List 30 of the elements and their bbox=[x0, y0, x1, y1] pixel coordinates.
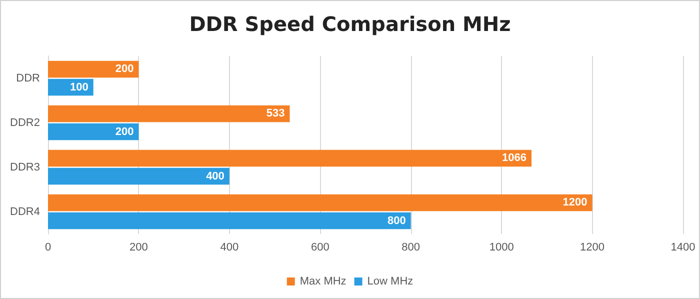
y-tick-label: DDR4 bbox=[10, 206, 40, 218]
y-tick-label: DDR bbox=[16, 72, 40, 84]
data-label: 200 bbox=[115, 63, 134, 76]
x-tick-label: 600 bbox=[310, 242, 330, 254]
x-tick-label: 1400 bbox=[670, 242, 696, 254]
x-tick-label: 200 bbox=[130, 242, 148, 254]
data-label: 533 bbox=[266, 108, 285, 120]
data-label: 1200 bbox=[562, 196, 588, 209]
bar bbox=[48, 60, 139, 78]
data-label: 800 bbox=[388, 214, 406, 227]
x-tick-label: 1200 bbox=[580, 242, 605, 254]
data-label: 100 bbox=[70, 81, 88, 94]
bar bbox=[48, 123, 139, 140]
bar bbox=[48, 105, 290, 122]
chart-title: DDR Speed Comparison MHz bbox=[189, 12, 511, 36]
bar bbox=[48, 168, 230, 185]
bar bbox=[48, 194, 592, 212]
data-label: 400 bbox=[206, 170, 224, 182]
y-tick-label: DDR3 bbox=[10, 161, 40, 174]
bar bbox=[48, 150, 532, 167]
x-tick-label: 1000 bbox=[489, 242, 514, 254]
legend-label: Max MHz bbox=[300, 276, 346, 288]
y-tick-label: DDR2 bbox=[10, 116, 40, 129]
data-label: 200 bbox=[115, 126, 134, 138]
data-label: 1066 bbox=[502, 152, 527, 164]
x-tick-label: 800 bbox=[402, 242, 420, 254]
legend-label: Low MHz bbox=[367, 276, 414, 288]
x-tick-label: 400 bbox=[220, 242, 239, 254]
bar bbox=[48, 212, 411, 230]
x-tick-label: 0 bbox=[44, 242, 52, 254]
